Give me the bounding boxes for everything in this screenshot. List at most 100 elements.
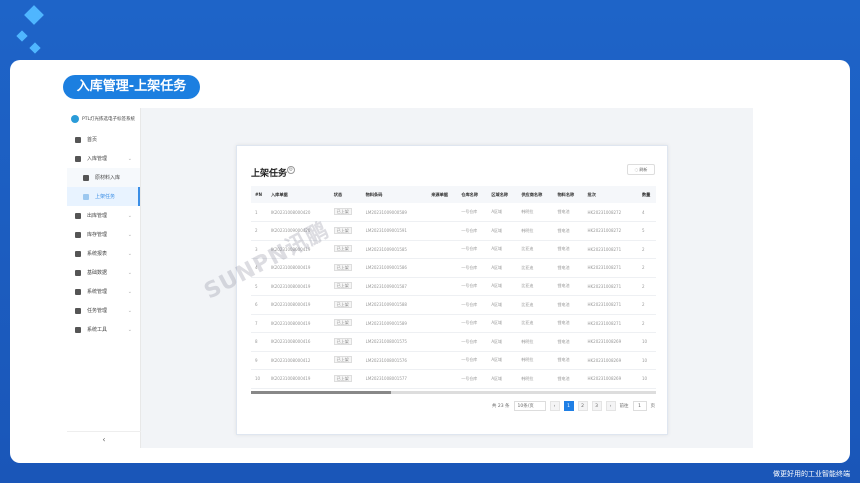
cell-text: HK20231008269: [587, 376, 622, 382]
cell-text: IK20231009000420: [270, 228, 311, 234]
sidebar-item[interactable]: 系统管理 ⌄: [67, 282, 140, 301]
sidebar-item[interactable]: 首页: [67, 130, 140, 149]
sidebar-item[interactable]: 上架任务: [67, 187, 140, 206]
sidebar-item-label: 首页: [87, 137, 98, 143]
table-cell: 已上架: [329, 332, 362, 352]
cell-text: 锂电池: [557, 320, 570, 326]
cell-text: 一号仓库: [461, 209, 478, 214]
table-cell: 9: [251, 351, 267, 370]
table-row[interactable]: 5 IK20231008000419 已上架 LM20231009001587 一号仓库…: [251, 277, 656, 296]
cell-text: 2: [641, 302, 645, 308]
sidebar-item-label: 入库管理: [87, 156, 108, 162]
task-icon: [83, 193, 89, 200]
table-cell: 一号仓库: [457, 221, 488, 241]
table-cell: 10: [637, 332, 656, 352]
sidebar-item-label: 系统管理: [87, 289, 108, 295]
cell-text: 一号仓库: [461, 283, 478, 289]
table-cell: 一号仓库: [457, 203, 488, 222]
sidebar-item[interactable]: 基础数据 ⌄: [67, 263, 140, 282]
table-cell: HK20231008271: [583, 240, 638, 259]
sidebar-item[interactable]: 库存管理 ⌄: [67, 225, 140, 244]
table-cell: A区域: [487, 332, 518, 352]
cell-text: A区域: [491, 283, 503, 289]
cell-text: 7: [255, 320, 258, 326]
settings-icon[interactable]: ⚙: [287, 166, 295, 174]
cell-text: 锂电池: [557, 264, 570, 270]
table-row[interactable]: 7 IK20231008000419 已上架 LM20231009001589 一号仓库…: [251, 314, 656, 333]
sidebar-item[interactable]: 系统报表 ⌄: [67, 244, 140, 263]
column-header: 批次: [583, 186, 638, 203]
table-cell: IK20231008000416: [266, 332, 330, 352]
cell-text: HK20231008271: [587, 320, 622, 326]
table-row[interactable]: 8 IK20231008000416 已上架 LM20231008001575 一号仓库…: [251, 332, 656, 352]
table-cell: IK20231008000419: [266, 314, 330, 333]
sidebar-item[interactable]: 出库管理 ⌄: [67, 206, 140, 225]
table-cell: A区域: [487, 351, 518, 370]
sidebar-item[interactable]: 原材料入库: [67, 168, 140, 187]
cell-text: 一号仓库: [461, 246, 478, 252]
cell-text: LM20231009001588: [365, 302, 407, 308]
table-cell: LM20231009001589: [361, 314, 428, 333]
cell-text: HK20231008269: [587, 357, 622, 363]
cell-text: A区域: [491, 264, 503, 270]
table-row[interactable]: 1 IK20231008000420 已上架 LM20231009000589 一号仓库…: [251, 203, 656, 222]
page-1[interactable]: 1: [563, 401, 574, 411]
total-count: 共 23 条: [491, 404, 510, 409]
table-row[interactable]: 2 IK20231009000420 已上架 LM20231009001591 一号仓库…: [251, 221, 656, 241]
page-3[interactable]: 3: [591, 401, 602, 411]
table-cell: 锂电池: [553, 295, 584, 315]
table-row[interactable]: 3 IK20231008000419 已上架 LM20231009001585 一号仓库…: [251, 240, 656, 259]
table-cell: HK20231008269: [583, 369, 638, 389]
table-cell: HK20231008272: [583, 221, 638, 241]
next-page-button[interactable]: ›: [605, 401, 616, 411]
table-cell: 韩明拉: [517, 221, 554, 241]
table-cell: 比亚迪: [517, 295, 554, 315]
cell-text: 韩明拉: [521, 357, 534, 363]
table-row[interactable]: 10 IK20231008000419 已上架 LM20231008001577 一号仓…: [251, 369, 656, 389]
table-cell: 已上架: [329, 369, 362, 389]
cell-text: 10: [641, 376, 648, 382]
sidebar-item[interactable]: 任务管理 ⌄: [67, 301, 140, 320]
cell-text: 一号仓库: [461, 338, 478, 344]
table-cell: [427, 295, 458, 315]
column-header: 状态: [329, 186, 362, 203]
sidebar-item[interactable]: 入库管理 ⌄: [67, 149, 140, 168]
table-cell: HK20231008271: [583, 258, 638, 278]
data-icon: [75, 269, 81, 276]
sidebar-item-label: 系统工具: [87, 327, 108, 333]
table-row[interactable]: 4 IK20231008000419 已上架 LM20231009001586 一号仓库…: [251, 258, 656, 278]
table-cell: 锂电池: [553, 314, 584, 333]
table-cell: HK20231008271: [583, 277, 638, 296]
cell-text: LM20231009001587: [365, 283, 407, 289]
horizontal-scrollbar[interactable]: [251, 391, 656, 394]
cell-text: 8: [255, 339, 258, 345]
status-badge: 已上架: [333, 263, 352, 271]
table-cell: HK20231008269: [583, 332, 638, 352]
cell-text: HK20231008271: [587, 265, 622, 271]
page-size-select[interactable]: 10条/页: [513, 401, 546, 411]
collapse-sidebar-button[interactable]: ‹: [67, 431, 141, 444]
table-cell: A区域: [487, 277, 518, 296]
table-row[interactable]: 6 IK20231008000419 已上架 LM20231009001588 一号仓库…: [251, 295, 656, 315]
cell-text: HK20231008271: [587, 302, 622, 308]
task-card: 上架任务 ⚙ ◌ 刷新 #N 入库单据 状态 物料条码 来源单据 仓库名称 区域名称 供应商名…: [236, 145, 668, 435]
table-row[interactable]: 9 IK20231008000412 已上架 LM20231008001576 一号仓库…: [251, 351, 656, 370]
sidebar-item[interactable]: 系统工具 ⌄: [67, 320, 140, 339]
scrollbar-thumb[interactable]: [251, 391, 391, 394]
table-cell: 已上架: [329, 203, 362, 222]
table-cell: 韩明拉: [517, 369, 554, 389]
prev-page-button[interactable]: ‹: [549, 401, 560, 411]
refresh-button[interactable]: ◌ 刷新: [627, 164, 655, 175]
cell-text: LM20231009000589: [365, 209, 407, 215]
page-2[interactable]: 2: [577, 401, 588, 411]
cell-text: LM20231008001576: [365, 357, 407, 363]
footer-slogan: 做更好用的工业智能终端: [773, 470, 850, 478]
decor-diamond: [16, 30, 28, 42]
table-cell: 已上架: [329, 351, 362, 370]
table-cell: 一号仓库: [457, 332, 488, 352]
table-cell: 锂电池: [553, 332, 584, 352]
column-header: 区域名称: [487, 186, 518, 203]
goto-page-input[interactable]: 1: [632, 401, 647, 411]
table-cell: 8: [251, 332, 267, 352]
status-badge: 已上架: [333, 337, 352, 345]
